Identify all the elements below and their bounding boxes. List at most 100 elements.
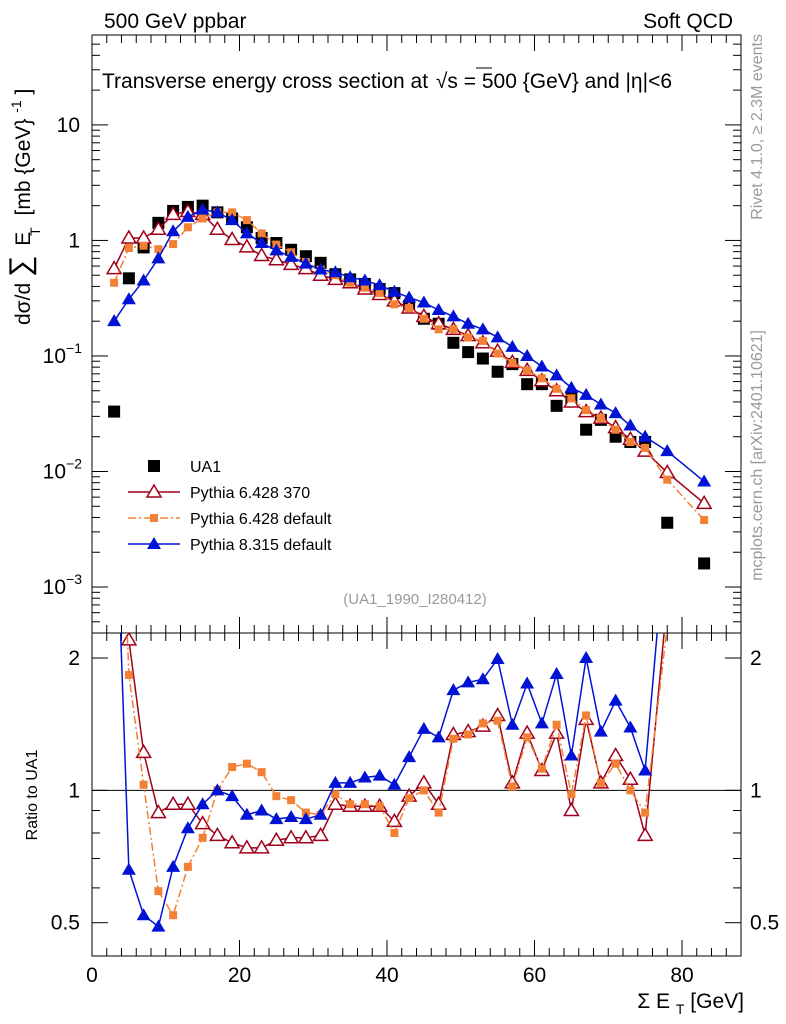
ratio-data-point [446,683,461,696]
data-point [254,236,269,249]
ratio-data-point [493,716,502,725]
data-point [387,284,402,297]
ratio-y-tick-label: 2 [68,647,80,670]
main-plot-panel: 10 1 10−1 10−2 10−3 Transverse energy cross … [3,34,742,634]
data-point [623,418,638,431]
data-point [284,249,299,262]
ratio-data-point [312,826,329,842]
legend-label: Pythia 8.315 default [190,537,332,554]
x-tick-label: 0 [86,964,98,987]
ratio-data-point [375,802,384,811]
x-tick-label: 40 [375,964,398,987]
ratio-data-point [564,748,579,761]
legend-marker [145,483,163,498]
data-point [431,302,446,315]
data-point [446,309,461,322]
ratio-data-point [210,783,225,796]
data-point [238,238,256,253]
data-point [593,397,608,410]
ratio-data-point [579,651,594,664]
analysis-label: (UA1_1990_I280412) [343,591,486,608]
ratio-data-point [596,778,605,787]
data-point [419,314,428,323]
ratio-data-point [287,796,296,805]
xlabel-sub: T [676,1001,685,1017]
ratio-data-point [563,801,580,817]
ratio-series-group [107,239,674,932]
ratio-data-point [209,826,226,842]
legend-marker [150,514,158,522]
ratio-data-point [552,720,561,729]
ratio-data-point [623,720,638,733]
ylabel-main: dσ/d [12,283,35,325]
ratio-data-point [268,831,285,847]
data-point [638,429,653,442]
data-point [225,213,240,226]
ratio-data-point [179,795,197,810]
data-point [372,278,387,291]
ratio-data-point [238,839,256,854]
ratio-data-point [636,826,654,842]
ylabel-exp: -1 [8,100,24,113]
ratio-data-point [416,721,431,734]
data-point [268,251,285,266]
ratio-data-point [242,759,251,768]
ylabel-close: ] [12,89,35,95]
data-point [660,444,675,457]
legend-marker [148,460,160,472]
ratio-data-point [405,794,414,803]
data-point [695,494,713,510]
data-point [493,349,502,358]
data-point [107,314,122,327]
svg-text:dσ/d ∑ E: dσ/d ∑ E T [mb {GeV} -1 ] [3,89,45,325]
data-point [700,516,709,525]
data-point [552,384,561,393]
data-point [416,295,431,308]
ratio-data-point [164,795,182,810]
data-point [596,414,605,423]
data-point [135,229,152,244]
data-point [490,330,505,343]
data-point [390,300,399,309]
data-point [282,255,300,271]
ratio-data-point [136,908,151,921]
ratio-y-tick-label-right: 2 [750,647,762,670]
ratio-data-point [107,239,121,251]
data-point [475,322,490,335]
ratio-data-point [282,829,300,844]
legend-label: Pythia 6.428 370 [190,485,310,502]
data-point [564,380,579,393]
data-point [198,214,207,223]
ratio-y-tick-label: 1 [68,779,80,802]
ratio-data-point [660,592,674,604]
ylabel-sigma: ∑ [4,256,37,277]
data-point [139,241,148,250]
ratio-data-point [239,807,254,820]
ratio-data-point [346,800,355,809]
data-point [580,423,593,436]
ratio-data-point [110,297,118,305]
data-point [151,251,166,264]
ratio-data-point [343,775,358,788]
data-point [328,265,343,278]
data-point [253,247,270,262]
data-point [105,260,123,275]
data-point [239,226,254,239]
data-point [521,378,534,391]
ratio-data-point [166,859,181,872]
data-point [697,474,712,487]
data-point [447,336,460,349]
data-point [257,229,266,238]
data-point [150,220,167,235]
legend-label: Pythia 6.428 default [190,511,332,528]
data-point [164,205,182,221]
legend-item-2: Pythia 6.428 default [128,511,332,528]
data-point [663,475,672,484]
ratio-data-point [169,911,178,920]
legend-item-3: Pythia 8.315 default [128,537,332,554]
data-point [641,443,650,452]
rivet-label: Rivet 4.1.0, ≥ 2.3M events [749,34,766,220]
data-point [520,348,535,361]
ratio-data-point [357,770,372,783]
data-point [121,292,136,305]
